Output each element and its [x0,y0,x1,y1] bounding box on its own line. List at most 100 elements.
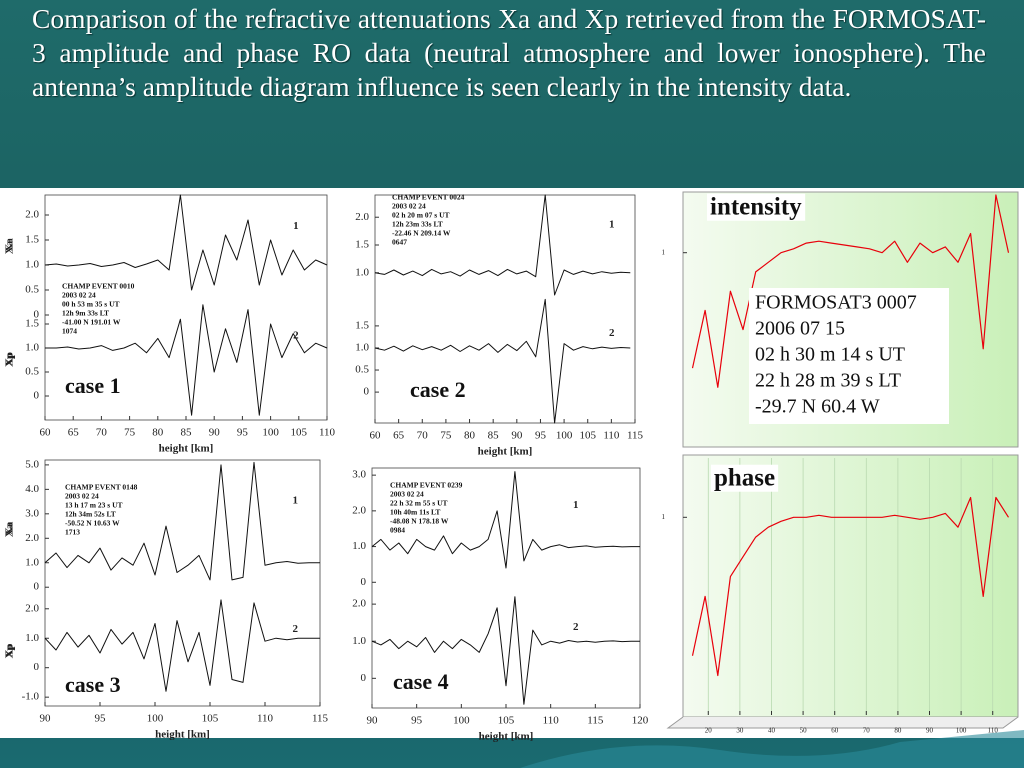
y-tick-label: 1 [662,248,666,256]
x-tick-label: 100 [453,715,470,727]
series-label: 1 [573,499,579,511]
event-info: 2003 02 24 [392,202,426,211]
info-bg [749,288,949,424]
x-axis-label: height [km] [478,446,533,458]
case-label: case 3 [65,672,121,697]
series-label: phase [714,465,775,492]
event-info: 12h 23m 33s LT [392,220,443,229]
x-tick-label: 90 [209,427,221,439]
x-tick-label: 20 [705,727,713,735]
decoration [520,730,1024,768]
y-tick-label: 1.0 [355,341,369,353]
case-label: case 4 [393,669,449,694]
y-axis-label: Xa [4,521,16,535]
series-label: 1 [293,495,299,507]
x-tick-label: 100 [556,430,573,442]
y-tick-label: 1.0 [25,342,39,354]
x-tick-label: 95 [95,713,107,725]
x-tick-label: 90 [511,430,523,442]
data-line [44,461,320,581]
event-info: 1713 [65,528,80,537]
x-tick-label: 115 [627,430,644,442]
case-label: case 2 [410,377,466,402]
event-info: 13 h 17 m 23 s UT [65,501,123,510]
series-label: 2 [293,623,299,635]
x-tick-label: 60 [831,727,839,735]
x-tick-label: 60 [40,427,52,439]
y-tick-label: -1.0 [22,691,40,703]
left-figure-bg [0,188,656,738]
event-info: -48.08 N 178.18 W [390,517,449,526]
x-tick-label: 75 [440,430,452,442]
event-info: 12h 9m 33s LT [62,309,109,318]
x-tick-label: 65 [393,430,405,442]
y-tick-label: 3.0 [352,469,366,481]
x-tick-label: 105 [579,430,596,442]
x-tick-label: 60 [370,430,382,442]
x-tick-label: 100 [262,427,279,439]
x-tick-label: 85 [488,430,500,442]
y-axis-label: Xa [4,240,16,254]
x-tick-label: 95 [237,427,249,439]
event-info: 0984 [390,526,405,535]
x-tick-label: 105 [291,427,308,439]
data-line [371,471,640,569]
y-tick-label: 2.0 [355,211,369,223]
x-tick-label: 90 [40,713,52,725]
x-tick-label: 50 [800,727,808,735]
y-tick-label: 1.5 [355,239,369,251]
event-info: 10h 40m 11s LT [390,508,440,517]
x-tick-label: 95 [411,715,423,727]
event-info: FORMOSAT3 0007 [755,292,917,314]
event-info: 00 h 53 m 35 s UT [62,300,120,309]
phase-panel-bg [682,454,1019,718]
event-info: 12h 34m 52s LT [65,510,116,519]
series-label: 1 [609,219,615,231]
x-tick-label: 80 [894,727,902,735]
event-info: -50.52 N 10.63 W [65,519,120,528]
x-axis-label: height [km] [479,731,534,743]
plot-frame [44,459,321,707]
event-info: 2003 02 24 [390,490,424,499]
y-tick-label: 2.0 [25,209,39,221]
y-tick-label: 5.0 [25,458,39,470]
x-tick-label: 105 [202,713,219,725]
y-tick-label: 0 [361,576,367,588]
x-tick-label: 110 [988,727,999,735]
x-tick-label: 115 [312,713,329,725]
x-tick-label: 100 [956,727,967,735]
y-axis-label: Xp [4,643,16,657]
data-line [44,599,320,692]
event-info: CHAMP EVENT 0239 [390,481,463,490]
event-info: 2003 02 24 [65,492,99,501]
series-label: 2 [293,330,299,342]
data-line [44,194,328,291]
y-tick-label: 1.0 [25,259,39,271]
series-label-bg [711,464,779,492]
x-tick-label: 115 [587,715,604,727]
x-tick-label: 70 [863,727,871,735]
x-tick-label: 40 [768,727,776,735]
x-tick-label: 30 [736,727,744,735]
event-info: -29.7 N 60.4 W [755,396,880,418]
x-tick-label: 80 [464,430,476,442]
x-tick-label: 70 [96,427,108,439]
data-line [371,596,640,705]
event-info: -22.46 N 209.14 W [392,229,451,238]
y-axis-label: Xa [4,523,16,537]
y-tick-label: 2.0 [352,598,366,610]
y-tick-label: 0 [34,661,40,673]
y-tick-label: 0 [34,390,40,402]
x-tick-label: 75 [124,427,136,439]
x-tick-label: 90 [367,715,379,727]
data-line [374,194,631,296]
x-tick-label: 70 [417,430,429,442]
y-tick-label: 1.0 [352,635,366,647]
x-tick-label: 65 [68,427,80,439]
x-axis-label: height [km] [159,443,214,455]
x-tick-label: 95 [535,430,547,442]
series-label: 1 [293,220,299,232]
series-label: 2 [609,327,615,339]
series-label-bg [707,193,806,221]
